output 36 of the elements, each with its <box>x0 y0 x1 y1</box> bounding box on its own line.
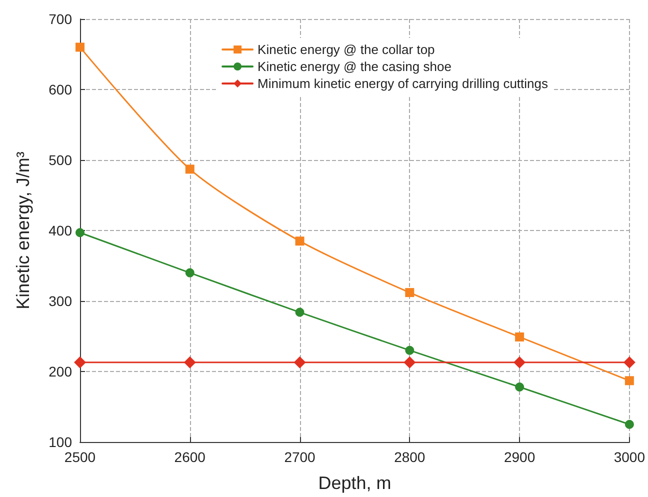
point <box>295 236 304 246</box>
x-tick-label: 2900 <box>504 449 536 465</box>
point <box>405 346 414 355</box>
y-tick-label: 500 <box>48 152 72 168</box>
x-tick-label: 2700 <box>284 449 316 465</box>
legend-label: Minimum kinetic energy of carrying drilling cuttings <box>258 76 548 91</box>
point <box>515 332 524 342</box>
point <box>74 356 86 368</box>
point <box>515 382 524 392</box>
y-tick-label: 600 <box>48 82 72 98</box>
legend-label: Kinetic energy @ the collar top <box>258 42 435 57</box>
point <box>404 356 416 368</box>
legend-label: Kinetic energy @ the casing shoe <box>258 59 452 74</box>
x-tick-label: 2500 <box>64 449 96 465</box>
x-tick-label: 3000 <box>614 449 646 465</box>
point <box>185 164 194 174</box>
point <box>295 308 304 317</box>
y-tick-label: 400 <box>48 222 72 238</box>
x-tick-label: 2800 <box>394 449 426 465</box>
point <box>185 268 194 278</box>
point <box>184 356 196 368</box>
y-tick-label: 100 <box>48 434 72 450</box>
point <box>294 356 306 368</box>
y-tick-label: 300 <box>48 293 72 309</box>
point <box>76 228 84 238</box>
point <box>405 288 414 298</box>
x-axis-title: Depth, m <box>318 473 392 493</box>
point <box>514 356 526 368</box>
point <box>76 42 84 52</box>
y-tick-label: 700 <box>48 11 72 27</box>
point <box>624 376 634 386</box>
y-axis-title: Kinetic energy, J/m³ <box>13 152 33 310</box>
x-tick-label: 2600 <box>174 449 206 465</box>
y-tick-label: 200 <box>48 364 72 380</box>
point <box>623 356 636 368</box>
point <box>624 420 634 429</box>
